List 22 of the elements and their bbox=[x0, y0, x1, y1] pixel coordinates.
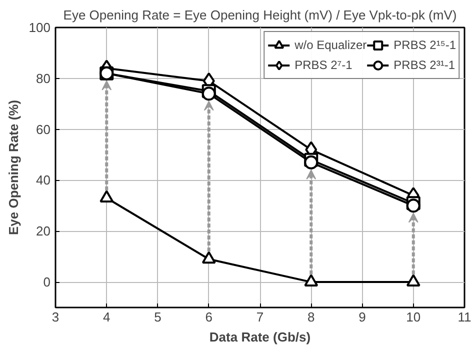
x-tick-label: 6 bbox=[205, 310, 212, 324]
chart-title: Eye Opening Rate = Eye Opening Height (mV) / Eye Vpk-to-pk (mV) bbox=[63, 8, 457, 22]
x-tick-label: 10 bbox=[406, 310, 421, 324]
x-tick-label: 4 bbox=[103, 310, 110, 324]
legend-label: PRBS 2³¹-1 bbox=[394, 58, 456, 72]
x-tick-label: 11 bbox=[458, 310, 472, 324]
y-tick-label: 40 bbox=[36, 172, 51, 188]
legend-label: PRBS 2⁷-1 bbox=[294, 58, 352, 72]
y-tick-label: 80 bbox=[36, 70, 51, 86]
x-tick-label: 5 bbox=[154, 310, 162, 324]
x-tick-label: 3 bbox=[52, 310, 60, 324]
legend-label: w/o Equalizer bbox=[294, 38, 367, 52]
x-tick-label: 7 bbox=[256, 310, 264, 324]
legend-label: PRBS 2¹⁵-1 bbox=[394, 38, 456, 52]
y-tick-label: 100 bbox=[28, 20, 51, 35]
y-tick-label: 60 bbox=[36, 122, 51, 137]
y-axis-title: Eye Opening Rate (%) bbox=[6, 100, 21, 236]
x-tick-label: 9 bbox=[358, 310, 366, 324]
y-tick-label: 0 bbox=[43, 274, 51, 290]
x-tick-label: 8 bbox=[308, 310, 315, 324]
y-tick-label: 20 bbox=[36, 224, 51, 239]
x-axis-title: Data Rate (Gb/s) bbox=[209, 330, 311, 344]
